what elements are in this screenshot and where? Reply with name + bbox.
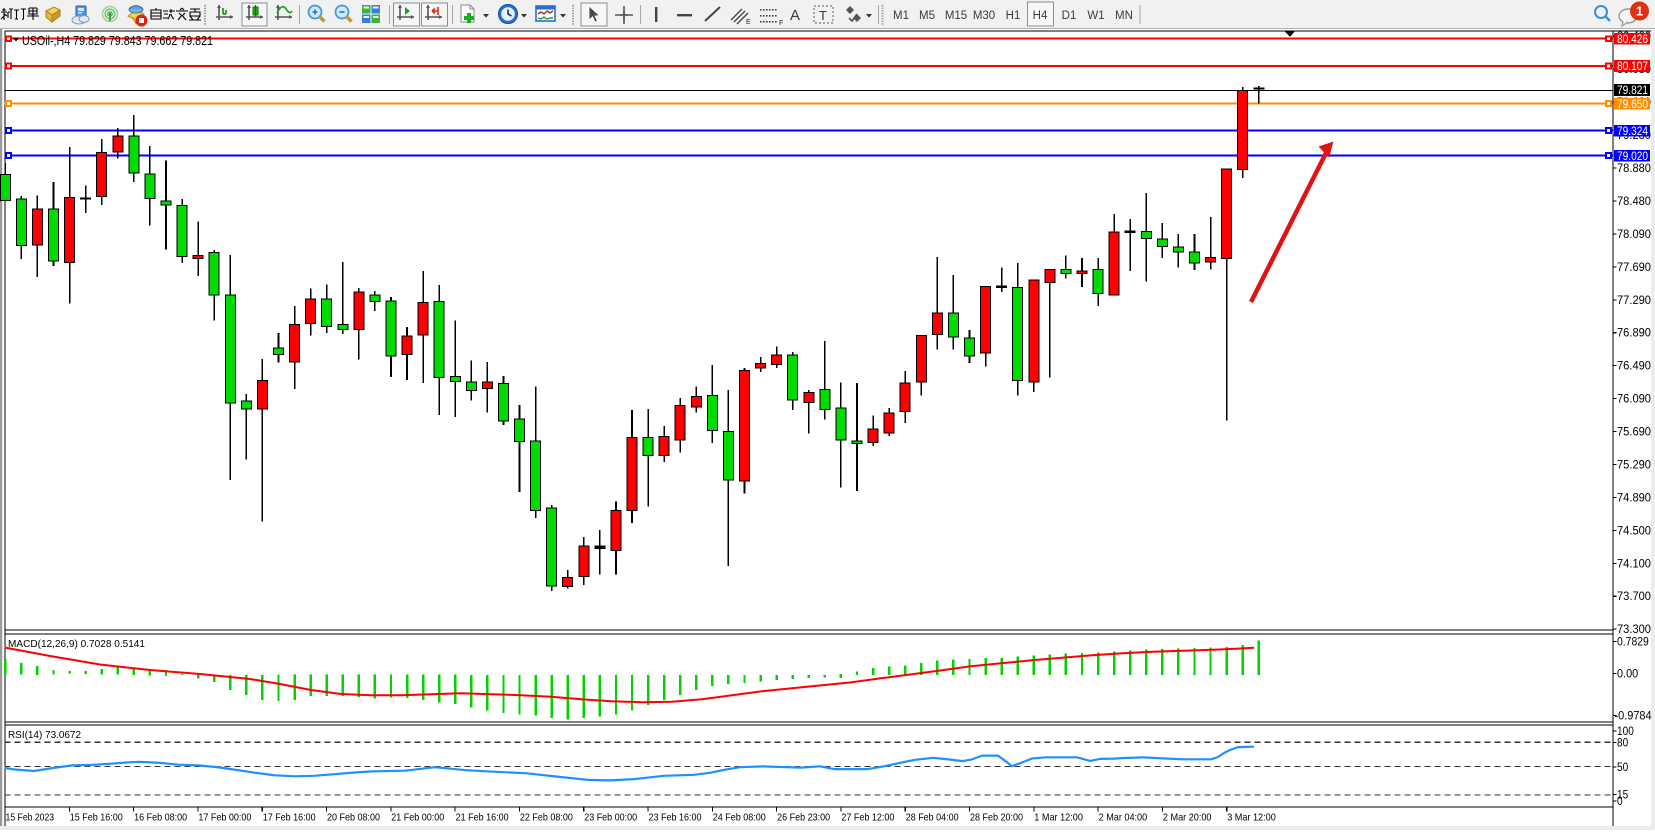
svg-text:T: T	[819, 8, 827, 23]
svg-text:100: 100	[1617, 726, 1634, 738]
svg-text:23 Feb 00:00: 23 Feb 00:00	[584, 812, 637, 824]
svg-text:0: 0	[1617, 796, 1623, 808]
svg-text:0.7829: 0.7829	[1617, 637, 1649, 649]
svg-text:74.500: 74.500	[1617, 525, 1651, 537]
svg-text:80: 80	[1617, 738, 1628, 750]
svg-text:73.300: 73.300	[1617, 624, 1651, 636]
svg-text:75.690: 75.690	[1617, 427, 1651, 439]
svg-text:0.00: 0.00	[1617, 669, 1638, 681]
svg-text:79.650: 79.650	[1617, 99, 1648, 111]
svg-text:1: 1	[1636, 4, 1643, 19]
svg-text:74.100: 74.100	[1617, 558, 1651, 570]
svg-text:80.107: 80.107	[1617, 61, 1648, 73]
svg-text:75.290: 75.290	[1617, 460, 1651, 472]
svg-text:78.480: 78.480	[1617, 196, 1651, 208]
svg-text:80.426: 80.426	[1617, 34, 1648, 46]
svg-text:79.821: 79.821	[1617, 85, 1648, 97]
svg-text:77.690: 77.690	[1617, 262, 1651, 274]
svg-text:2 Mar 20:00: 2 Mar 20:00	[1163, 812, 1212, 824]
svg-text:M30: M30	[973, 10, 995, 22]
svg-text:74.890: 74.890	[1617, 492, 1651, 504]
svg-text:15 Feb 16:00: 15 Feb 16:00	[70, 812, 123, 824]
svg-text:21 Feb 00:00: 21 Feb 00:00	[391, 812, 444, 824]
svg-text:E: E	[746, 19, 751, 26]
svg-text:78.880: 78.880	[1617, 163, 1651, 175]
svg-text:H4: H4	[1033, 10, 1048, 22]
svg-text:RSI(14) 73.0672: RSI(14) 73.0672	[8, 729, 81, 741]
svg-text:77.290: 77.290	[1617, 295, 1651, 307]
svg-text:H1: H1	[1006, 10, 1021, 22]
svg-text:50: 50	[1617, 762, 1628, 774]
svg-text:M5: M5	[919, 10, 935, 22]
svg-text:16 Feb 08:00: 16 Feb 08:00	[134, 812, 187, 824]
svg-text:21 Feb 16:00: 21 Feb 16:00	[456, 812, 509, 824]
svg-text:24 Feb 08:00: 24 Feb 08:00	[713, 812, 766, 824]
svg-text:76.890: 76.890	[1617, 328, 1651, 340]
svg-text:28 Feb 04:00: 28 Feb 04:00	[906, 812, 959, 824]
svg-text:15 Feb 2023: 15 Feb 2023	[6, 812, 55, 824]
svg-text:78.090: 78.090	[1617, 229, 1651, 241]
svg-text:-0.9784: -0.9784	[1615, 710, 1653, 722]
svg-text:M15: M15	[945, 10, 967, 22]
svg-text:28 Feb 20:00: 28 Feb 20:00	[970, 812, 1023, 824]
svg-text:MACD(12,26,9) 0.7028 0.5141: MACD(12,26,9) 0.7028 0.5141	[8, 638, 145, 650]
svg-text:26 Feb 23:00: 26 Feb 23:00	[777, 812, 830, 824]
svg-text:17 Feb 16:00: 17 Feb 16:00	[263, 812, 316, 824]
svg-text:D1: D1	[1062, 10, 1077, 22]
svg-text:79.324: 79.324	[1617, 126, 1649, 138]
svg-text:22 Feb 08:00: 22 Feb 08:00	[520, 812, 573, 824]
svg-text:M1: M1	[893, 10, 909, 22]
svg-text:73.700: 73.700	[1617, 591, 1651, 603]
svg-text:76.090: 76.090	[1617, 394, 1651, 406]
svg-text:79.020: 79.020	[1617, 151, 1648, 163]
svg-text:W1: W1	[1087, 10, 1104, 22]
svg-text:USOil-,H4 79.829 79.843 79.66: USOil-,H4 79.829 79.843 79.662 79.821	[22, 34, 213, 48]
svg-text:2 Mar 04:00: 2 Mar 04:00	[1099, 812, 1148, 824]
svg-text:F: F	[779, 20, 783, 27]
svg-text:15: 15	[1617, 790, 1628, 802]
svg-text:MN: MN	[1115, 10, 1133, 22]
svg-text:17 Feb 00:00: 17 Feb 00:00	[198, 812, 251, 824]
svg-text:1 Mar 12:00: 1 Mar 12:00	[1034, 812, 1083, 824]
svg-text:76.490: 76.490	[1617, 361, 1651, 373]
svg-text:20 Feb 08:00: 20 Feb 08:00	[327, 812, 380, 824]
svg-text:A: A	[790, 7, 800, 24]
svg-text:3 Mar 12:00: 3 Mar 12:00	[1227, 812, 1276, 824]
svg-text:27 Feb 12:00: 27 Feb 12:00	[841, 812, 894, 824]
svg-text:23 Feb 16:00: 23 Feb 16:00	[649, 812, 702, 824]
